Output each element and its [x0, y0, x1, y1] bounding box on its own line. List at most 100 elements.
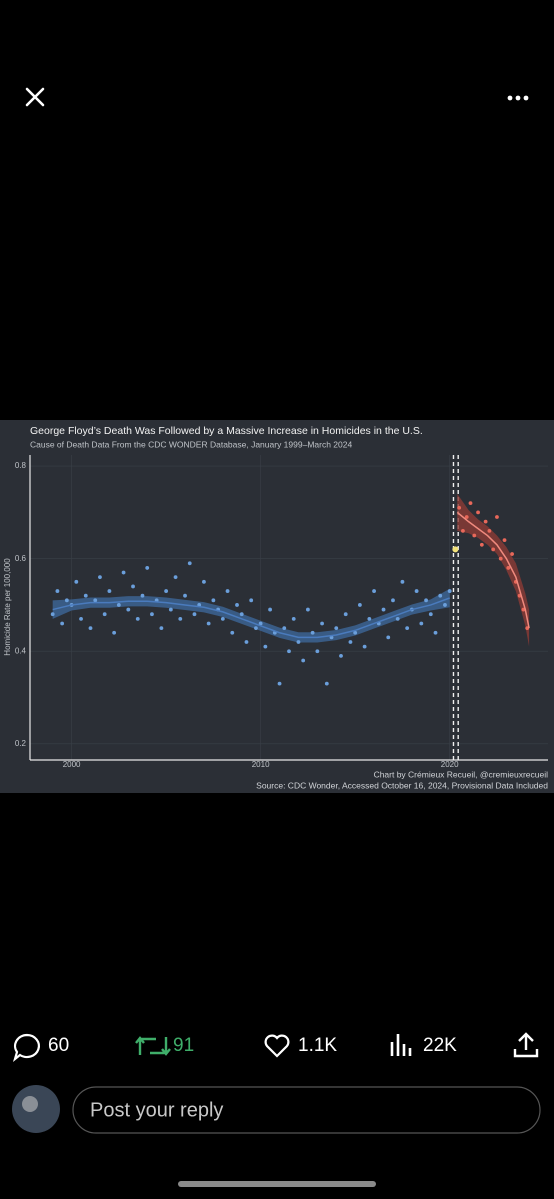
data-point: [386, 635, 391, 640]
data-point: [495, 515, 499, 519]
data-point: [367, 616, 372, 621]
data-point: [192, 612, 197, 617]
chart-source: Source: CDC Wonder, Accessed October 16,…: [256, 780, 548, 790]
data-point: [301, 658, 306, 663]
x-tick-label: 2020: [441, 760, 459, 769]
y-tick-label: 0.6: [15, 554, 27, 563]
data-point: [254, 626, 258, 630]
data-point: [395, 616, 400, 621]
data-point: [468, 501, 473, 506]
data-point: [461, 529, 465, 533]
data-point: [315, 649, 320, 654]
data-point: [414, 589, 419, 593]
data-point: [230, 630, 235, 635]
data-point: [145, 566, 150, 570]
data-point: [60, 621, 65, 626]
data-point: [353, 630, 358, 635]
data-point: [400, 579, 405, 584]
like-button[interactable]: 1.1K: [264, 1034, 338, 1058]
data-point: [424, 598, 428, 603]
data-point: [178, 616, 183, 621]
data-point: [447, 589, 452, 593]
data-point: [438, 593, 443, 598]
data-point: [173, 575, 178, 580]
data-point: [164, 589, 169, 593]
chart-credit: Chart by Crémieux Recueil, @cremieuxrecu…: [374, 769, 549, 779]
data-point: [348, 640, 353, 644]
reply-placeholder: Post your reply: [90, 1099, 223, 1121]
data-point: [93, 598, 98, 603]
data-point: [102, 612, 107, 617]
data-point: [357, 603, 362, 607]
avatar-detail: [22, 1096, 38, 1112]
data-point: [483, 519, 488, 524]
close-button[interactable]: [25, 87, 45, 107]
data-point: [296, 640, 301, 644]
reply-count: 60: [48, 1035, 69, 1056]
share-button[interactable]: [513, 1032, 539, 1058]
data-point: [64, 598, 69, 603]
data-point: [74, 579, 79, 584]
data-point: [50, 612, 55, 617]
data-point: [187, 561, 192, 566]
data-point: [126, 607, 131, 612]
data-point: [55, 589, 60, 593]
reply-input[interactable]: [72, 1086, 541, 1134]
data-point: [150, 612, 154, 617]
data-point: [428, 612, 433, 617]
data-point: [287, 649, 291, 654]
data-point: [391, 598, 395, 603]
data-point: [98, 575, 102, 580]
data-point: [487, 529, 492, 533]
y-tick-label: 0.4: [15, 646, 27, 655]
data-point: [225, 589, 230, 593]
data-point: [443, 603, 447, 607]
more-button[interactable]: [507, 95, 529, 101]
data-point: [277, 681, 282, 686]
data-point: [131, 584, 135, 589]
data-point: [282, 626, 287, 630]
data-point: [498, 556, 503, 561]
data-point: [464, 515, 469, 519]
data-point: [206, 621, 211, 626]
repost-count: 91: [173, 1035, 194, 1056]
data-point: [202, 579, 206, 584]
data-point: [159, 626, 164, 630]
repost-button[interactable]: 91: [135, 1035, 194, 1056]
data-point: [306, 607, 310, 612]
data-point: [239, 612, 244, 617]
chart: George Floyd’s Death Was Followed by a M…: [3, 425, 548, 790]
view-count: 22K: [423, 1035, 457, 1056]
data-point: [362, 644, 367, 649]
data-point: [121, 570, 126, 575]
trend-line: [52, 597, 450, 639]
like-count: 1.1K: [298, 1035, 337, 1056]
data-point: [491, 547, 496, 552]
data-point: [476, 510, 480, 515]
data-point: [343, 612, 348, 617]
confidence-band: [457, 493, 530, 647]
data-point: [116, 603, 121, 607]
home-indicator: [178, 1181, 376, 1187]
data-point: [211, 598, 216, 603]
data-point: [112, 630, 117, 635]
data-point: [339, 653, 343, 658]
data-point: [506, 566, 511, 570]
data-point: [244, 640, 249, 644]
data-point: [479, 542, 484, 547]
data-point: [235, 603, 239, 607]
data-point: [472, 533, 477, 538]
data-point: [220, 616, 225, 621]
data-point: [263, 644, 268, 649]
reply-button[interactable]: 60: [12, 1033, 69, 1063]
y-axis-label: Homicide Rate per 100,000: [3, 558, 12, 656]
trend-line: [456, 511, 530, 629]
views-button[interactable]: 22K: [390, 1034, 457, 1056]
data-point: [140, 593, 145, 598]
y-tick-label: 0.2: [15, 739, 27, 748]
x-tick-label: 2010: [252, 760, 270, 769]
x-tick-label: 2000: [63, 760, 81, 769]
data-point: [249, 598, 254, 603]
